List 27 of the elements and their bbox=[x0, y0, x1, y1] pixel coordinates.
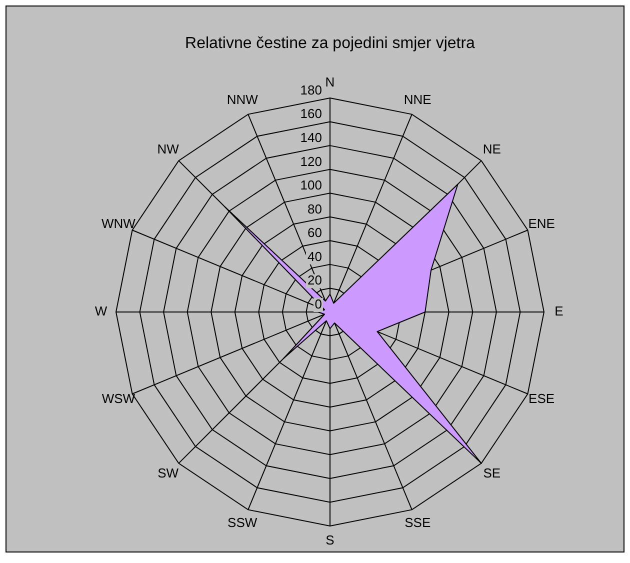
y-tick-label: 20 bbox=[308, 272, 322, 288]
y-tick-label: 100 bbox=[300, 178, 322, 193]
y-tick-label: 80 bbox=[308, 201, 322, 216]
chart-title: Relativne čestine za pojedini smjer vjetra bbox=[185, 35, 476, 52]
y-tick-label: 160 bbox=[300, 106, 322, 122]
y-tick-label: 60 bbox=[308, 225, 322, 240]
spoke-label: ESE bbox=[528, 391, 555, 406]
spoke-label: NE bbox=[482, 142, 502, 157]
spoke-label: SW bbox=[158, 465, 180, 480]
y-tick-label: 120 bbox=[300, 154, 322, 169]
spoke-label: WNW bbox=[101, 216, 136, 231]
spoke-label: S bbox=[326, 532, 335, 548]
spoke-label: SSE bbox=[404, 515, 431, 530]
spoke-label: NW bbox=[157, 142, 180, 157]
y-tick-label: 140 bbox=[300, 130, 322, 145]
spoke-label: E bbox=[554, 303, 564, 318]
y-tick-label: 0 bbox=[314, 296, 322, 312]
spoke-label: ENE bbox=[528, 216, 556, 231]
y-tick-label: 180 bbox=[300, 82, 322, 98]
spoke-label: NNE bbox=[404, 92, 432, 107]
spoke-label: NNW bbox=[226, 92, 259, 107]
spoke-label: N bbox=[325, 74, 335, 90]
spoke-label: SSW bbox=[228, 515, 258, 530]
y-tick-label: 40 bbox=[308, 248, 322, 264]
spoke-label: WSW bbox=[102, 391, 136, 406]
spoke-label: SE bbox=[483, 465, 501, 480]
spoke-label: W bbox=[94, 303, 108, 318]
